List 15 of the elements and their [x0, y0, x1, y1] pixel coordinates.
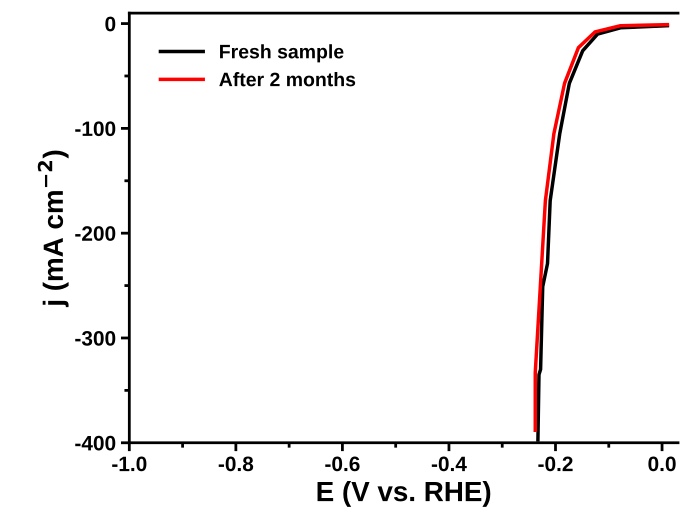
legend-label: Fresh sample — [220, 44, 344, 62]
legend-label: After 2 months — [219, 72, 356, 86]
x-tick-label: -0.4 — [432, 456, 467, 472]
y-tick-label: -200 — [75, 226, 116, 241]
x-tick-label: -0.8 — [218, 456, 254, 472]
x-tick-label: -0.2 — [538, 456, 573, 472]
x-tick-label: -0.6 — [325, 456, 360, 472]
y-axis-title: j (mA cm$^{−2}$) — [38, 150, 69, 308]
x-axis-title: E (V vs. RHE) — [318, 480, 490, 507]
x-tick-label: -1.0 — [112, 456, 146, 472]
y-tick-label: 0 — [105, 16, 116, 32]
y-tick-label: -300 — [75, 330, 116, 346]
x-tick-label: 0.0 — [648, 456, 676, 472]
y-tick-label: -400 — [75, 436, 116, 451]
y-tick-label: -100 — [75, 121, 116, 136]
